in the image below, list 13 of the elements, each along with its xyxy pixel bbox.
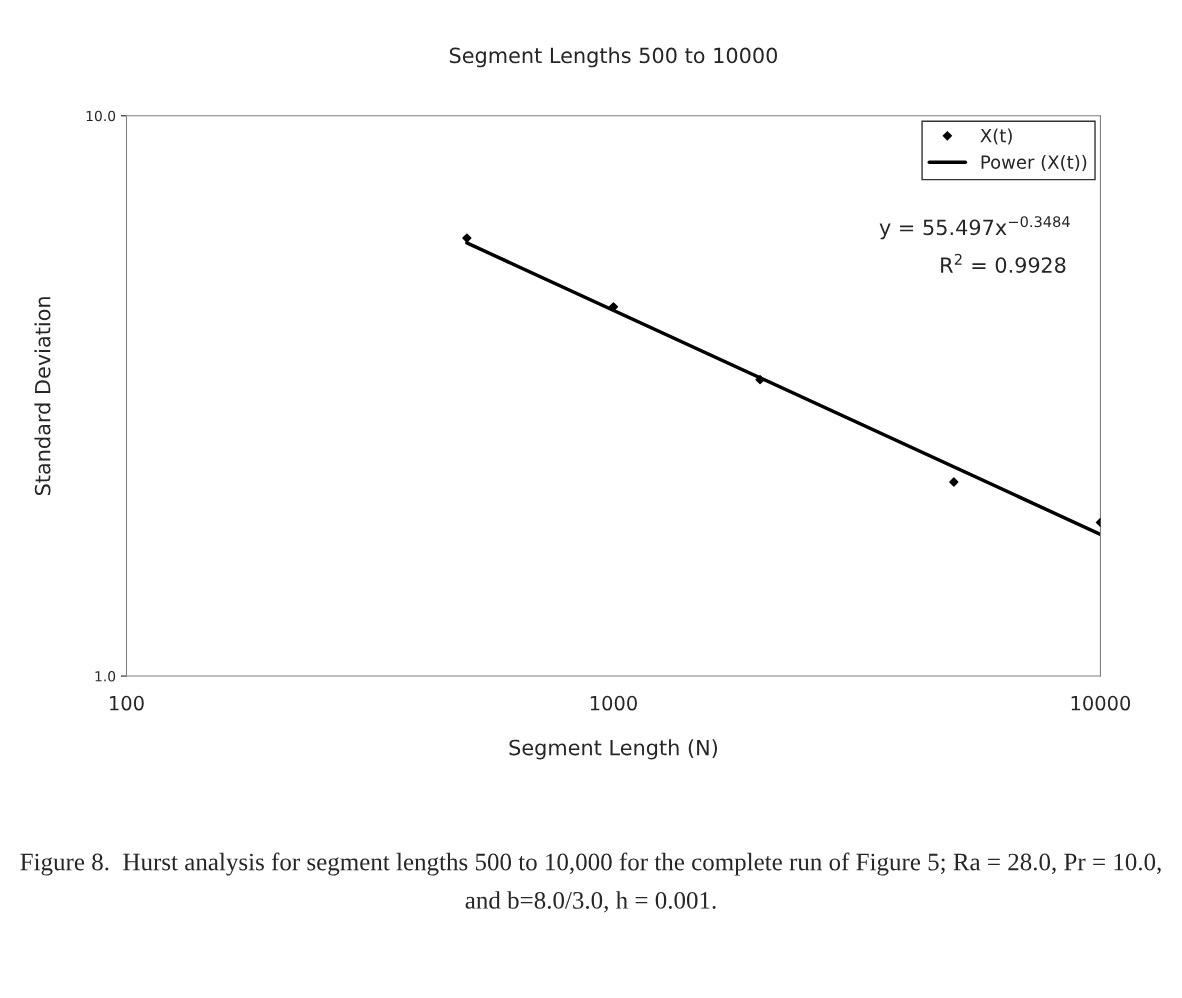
annotation: R$^{2}$ = 0.9928 [941, 253, 1066, 273]
legend-label: X(t) [980, 128, 1012, 145]
x-tick-label: 100 [110, 695, 144, 711]
y-tick-label: 1.0 [95, 671, 116, 682]
caption: Figure 8. Hurst analysis for segment lengths 500 to 10,000 for the complete run of Figure 5; Ra = 28.0, Pr = 10.0, and b=8.0/3.0, h = 0.001. [20, 852, 1161, 913]
chart-title: Segment Lengths 500 to 10000 [449, 47, 778, 68]
y-axis-title: Standard Deviation [34, 297, 51, 496]
x-tick-label: 10000 [1071, 695, 1131, 711]
x-tick-label: 1000 [590, 695, 637, 711]
legend-label: Power (X(t)) [981, 154, 1087, 172]
y-tick-label: 10.0 [86, 110, 116, 122]
x-axis-title: Segment Length (N) [509, 739, 718, 760]
annotation: y = 55.497x$^{−0.3484}$ [879, 216, 1070, 240]
